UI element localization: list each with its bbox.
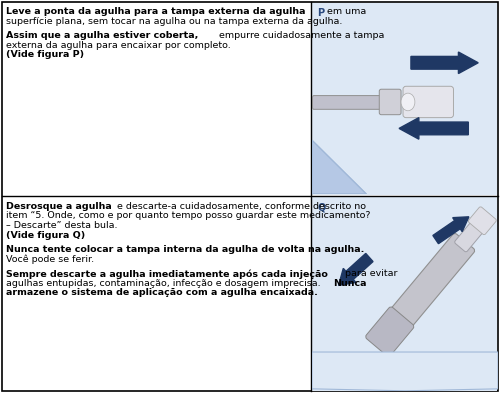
FancyArrow shape (399, 118, 468, 139)
FancyBboxPatch shape (380, 89, 401, 115)
FancyBboxPatch shape (388, 233, 474, 330)
Ellipse shape (401, 93, 415, 111)
Polygon shape (312, 140, 366, 194)
Text: Nunca: Nunca (334, 279, 367, 288)
Text: Sempre descarte a agulha imediatamente após cada injeção: Sempre descarte a agulha imediatamente a… (6, 270, 328, 279)
FancyBboxPatch shape (454, 219, 486, 252)
FancyBboxPatch shape (403, 86, 454, 118)
Text: empurre cuidadosamente a tampa: empurre cuidadosamente a tampa (216, 31, 384, 40)
Text: (Vide figura P): (Vide figura P) (6, 50, 84, 59)
Text: Q: Q (317, 202, 325, 212)
Text: (Vide figura Q): (Vide figura Q) (6, 231, 85, 239)
Text: externa da agulha para encaixar por completo.: externa da agulha para encaixar por comp… (6, 41, 231, 50)
Text: item “5. Onde, como e por quanto tempo posso guardar este medicamento?: item “5. Onde, como e por quanto tempo p… (6, 211, 370, 220)
Text: Leve a ponta da agulha para a tampa externa da agulha: Leve a ponta da agulha para a tampa exte… (6, 7, 306, 16)
FancyBboxPatch shape (312, 95, 386, 109)
Text: superfície plana, sem tocar na agulha ou na tampa externa da agulha.: superfície plana, sem tocar na agulha ou… (6, 17, 342, 26)
Text: Desrosque a agulha: Desrosque a agulha (6, 202, 112, 211)
FancyArrow shape (338, 253, 373, 285)
Text: para evitar: para evitar (342, 270, 398, 279)
Bar (312, 197, 497, 391)
FancyBboxPatch shape (468, 207, 496, 235)
Text: Você pode se ferir.: Você pode se ferir. (6, 255, 94, 264)
FancyArrow shape (433, 217, 469, 244)
Polygon shape (312, 352, 498, 391)
Text: Assim que a agulha estiver coberta,: Assim que a agulha estiver coberta, (6, 31, 198, 40)
Bar (312, 3, 497, 195)
Text: em uma: em uma (324, 7, 366, 16)
Text: agulhas entupidas, contaminação, infecção e dosagem imprecisa.: agulhas entupidas, contaminação, infecçã… (6, 279, 324, 288)
Text: Nunca tente colocar a tampa interna da agulha de volta na agulha.: Nunca tente colocar a tampa interna da a… (6, 245, 364, 254)
FancyArrow shape (411, 52, 478, 73)
Text: – Descarte” desta bula.: – Descarte” desta bula. (6, 221, 117, 230)
Text: e descarte-a cuidadosamente, conforme descrito no: e descarte-a cuidadosamente, conforme de… (114, 202, 366, 211)
FancyBboxPatch shape (366, 307, 414, 356)
Text: P: P (317, 8, 324, 18)
Text: armazene o sistema de aplicação com a agulha encaixada.: armazene o sistema de aplicação com a ag… (6, 288, 318, 298)
